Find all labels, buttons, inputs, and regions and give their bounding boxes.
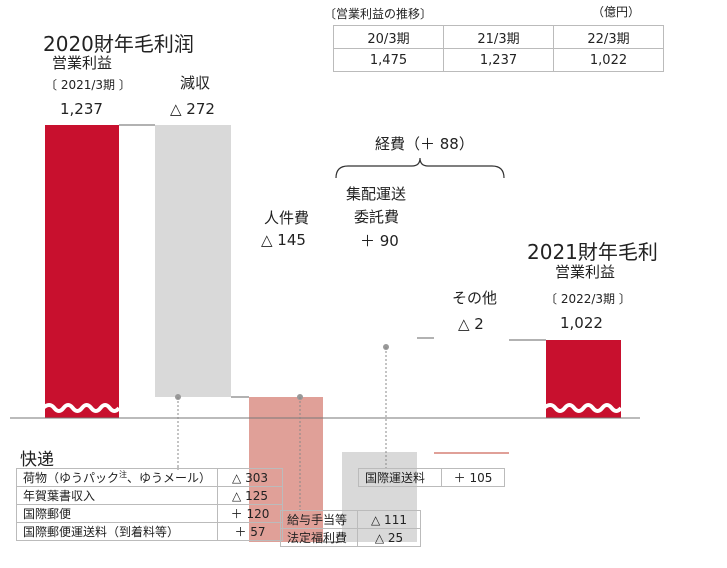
breakdown-label: 荷物（ゆうパック注、ゆうメール） (15, 468, 219, 487)
outsourcing-title-line2: 委託費 (354, 208, 400, 226)
expense-group-bracket (335, 157, 505, 179)
outsourcing-title-line1: 集配運送 (346, 185, 407, 203)
breakdown-label: 給与手当等 (280, 510, 358, 529)
history-header-cell: 22/3期 (553, 25, 664, 49)
revenue-breakdown-table: 荷物（ゆうパック注、ゆうメール） △ 303 年賀葉書収入 △ 125 国際郵便… (15, 468, 284, 541)
breakdown-label: 年賀葉書収入 (15, 486, 219, 505)
breakdown-value: ＋ 120 (217, 504, 284, 523)
history-value-cell: 1,237 (443, 48, 554, 72)
table-row: 年賀葉書収入 △ 125 (15, 486, 284, 505)
section-label: 快递 (20, 450, 54, 470)
breakdown-value: △ 111 (357, 510, 421, 529)
table-row: 国際郵便 ＋ 120 (15, 504, 284, 523)
breakdown-value: △ 125 (217, 486, 284, 505)
start-subtitle: 営業利益 (52, 54, 113, 72)
history-value-cell: 1,022 (553, 48, 664, 72)
personnel-title: 人件費 (264, 209, 310, 227)
history-table: 20/3期 21/3期 22/3期 1,475 1,237 1,022 (333, 25, 664, 72)
waterfall-bar (434, 452, 509, 454)
breakdown-value: △ 303 (217, 468, 284, 487)
end-title: 2021財年毛利 (527, 240, 658, 264)
history-header-cell: 20/3期 (333, 25, 444, 49)
table-row: 給与手当等 △ 111 (280, 510, 421, 529)
personnel-value: △ 145 (261, 231, 306, 249)
history-value-row: 1,475 1,237 1,022 (333, 48, 664, 72)
other-breakdown-table: 国際運送料 ＋ 105 (358, 468, 505, 487)
end-period: 〔 2022/3期 〕 (545, 292, 631, 306)
end-period-text: 2022/3期 (560, 292, 616, 306)
start-value: 1,237 (60, 100, 103, 118)
history-title: 〔営業利益の推移〕 (324, 7, 433, 21)
axis-break-wave (41, 403, 121, 413)
waterfall-bar (155, 125, 231, 397)
end-value: 1,022 (560, 314, 603, 332)
history-value-cell: 1,475 (333, 48, 444, 72)
history-unit: （億円） (592, 5, 641, 19)
breakdown-label: 法定福利費 (280, 528, 358, 547)
footnote-mark: 注 (119, 470, 128, 479)
personnel-breakdown-table: 給与手当等 △ 111 法定福利費 △ 25 (280, 510, 421, 547)
end-subtitle: 営業利益 (555, 263, 616, 281)
other-title: その他 (452, 289, 498, 307)
waterfall-bar (45, 125, 119, 418)
breakdown-value: ＋ 105 (441, 468, 505, 487)
breakdown-label: 国際郵便 (15, 504, 219, 523)
breakdown-value: △ 25 (357, 528, 421, 547)
start-title: 2020財年毛利润 (43, 32, 194, 56)
other-value: △ 2 (458, 315, 484, 333)
revenue-decrease-title: 減収 (180, 74, 211, 92)
axis-break-wave (542, 403, 623, 413)
table-row: 法定福利費 △ 25 (280, 528, 421, 547)
outsourcing-value: ＋ 90 (360, 232, 399, 250)
table-row: 荷物（ゆうパック注、ゆうメール） △ 303 (15, 468, 284, 487)
history-header-cell: 21/3期 (443, 25, 554, 49)
history-header-row: 20/3期 21/3期 22/3期 (333, 25, 664, 49)
start-period: 〔 2021/3期 〕 (45, 78, 131, 92)
revenue-decrease-value: △ 272 (170, 100, 215, 118)
breakdown-label: 国際郵便運送料（到着料等） (15, 522, 219, 541)
start-period-text: 2021/3期 (60, 78, 116, 92)
table-row: 国際郵便運送料（到着料等） ＋ 57 (15, 522, 284, 541)
table-row: 国際運送料 ＋ 105 (358, 468, 505, 487)
breakdown-label: 国際運送料 (358, 468, 442, 487)
expense-group-label: 経費（＋ 88） (375, 135, 474, 153)
breakdown-value: ＋ 57 (217, 522, 284, 541)
